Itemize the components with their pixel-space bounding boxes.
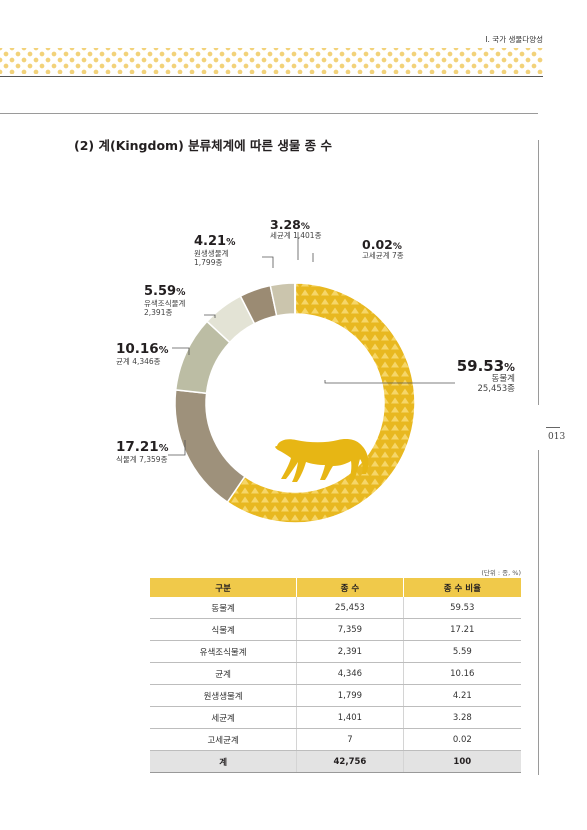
table-cell: 7,359 [296,618,404,641]
chart-label-bacteria: 3.28% 세균계 1,401종 [270,217,322,241]
chart-label-percent: 5.59% [144,284,186,299]
chart-label-name: 원생생물계 1,799종 [194,248,229,267]
table-cell: 42,756 [296,750,404,773]
chart-label-protozoa: 4.21% 원생생물계 1,799종 [194,234,236,267]
chart-label-name: 식물계 7,359종 [116,454,168,464]
table-cell: 1,401 [296,706,404,729]
header-category: 구분 [150,578,297,597]
table-cell: 동물계 [150,597,297,619]
chart-label-archaea: 0.02% 고세균계 7종 [362,237,404,261]
chart-label-percent: 0.02% [362,237,402,252]
leader-fungi [172,347,190,355]
table-cell: 고세균계 [150,728,297,751]
chart-label-name: 동물계 25,453종 [477,374,515,395]
table-row: 균계 4,346 10.16 [150,662,521,685]
chart-label-percent: 59.53% [456,357,515,375]
table-cell: 4.21 [402,684,521,707]
header-dot-pattern [0,48,543,74]
table-cell: 2,391 [296,640,404,663]
leader-protozoa [262,256,274,268]
running-header-title: Ⅰ. 국가 생물다양성 [485,35,543,44]
table-row: 고세균계 7 0.02 [150,728,521,751]
table-total-row: 계 42,756 100 [150,750,521,773]
table-row: 식물계 7,359 17.21 [150,618,521,641]
header-species-count: 종 수 [296,578,404,597]
chart-label-percent: 17.21% [116,439,169,455]
chart-label-animal: 59.53% 동물계 25,453종 [456,357,515,395]
chart-label-name: 세균계 1,401종 [270,231,322,241]
table-cell: 0.02 [402,728,521,751]
species-donut-chart [168,232,455,524]
donut-slice-archaea [294,282,297,315]
table-row: 유색조식물계 2,391 5.59 [150,640,521,663]
section-title: (2) 계(Kingdom) 분류체계에 따른 생물 종 수 [74,138,333,153]
table-cell: 25,453 [296,597,404,619]
table-cell: 59.53 [402,597,521,619]
leader-lines [168,232,455,456]
chart-label-name: 고세균계 7종 [362,251,404,261]
species-table: 구분 종 수 종 수 비율 동물계 25,453 59.53 식물계 7,359 17.… [150,578,521,773]
table-cell: 3.28 [402,706,521,729]
leader-animal [324,380,455,384]
table-cell: 계 [150,750,297,773]
chart-label-chromista: 5.59% 유색조식물계 2,391종 [144,284,186,317]
table-row: 동물계 25,453 59.53 [150,597,521,619]
chart-label-percent: 10.16% [116,341,169,357]
table-cell: 10.16 [402,662,521,685]
table-cell: 1,799 [296,684,404,707]
chart-label-plant: 17.21% 식물계 7,359종 [116,439,169,464]
chart-label-percent: 3.28% [270,217,310,232]
chart-label-name: 균계 4,346종 [116,356,161,366]
side-rule [538,450,539,775]
top-divider [0,113,538,114]
chart-label-percent: 4.21% [194,234,236,249]
chart-label-name: 유색조식물계 2,391종 [144,298,186,317]
table-unit: (단위 : 종, %) [481,569,521,577]
table-cell: 17.21 [402,618,521,641]
page-number: 013 [548,432,566,442]
side-rule [538,140,539,405]
table-row: 원생생물계 1,799 4.21 [150,684,521,707]
header-divider [0,76,543,77]
table-cell: 5.59 [402,640,521,663]
table-header-row: 구분 종 수 종 수 비율 [150,578,521,597]
tiger-icon [275,439,369,482]
chart-label-fungi: 10.16% 균계 4,346종 [116,341,169,366]
table-cell: 4,346 [296,662,404,685]
table-cell: 7 [296,728,404,751]
page-number-tick [546,427,560,428]
leader-plant [168,440,186,456]
table-cell: 100 [402,750,521,773]
table-cell: 원생생물계 [150,684,297,707]
table-cell: 균계 [150,662,297,685]
header-species-ratio: 종 수 비율 [402,578,521,597]
table-cell: 식물계 [150,618,297,641]
leader-chromista [204,314,216,318]
table-row: 세균계 1,401 3.28 [150,706,521,729]
table-cell: 세균계 [150,706,297,729]
table-cell: 유색조식물계 [150,640,297,663]
